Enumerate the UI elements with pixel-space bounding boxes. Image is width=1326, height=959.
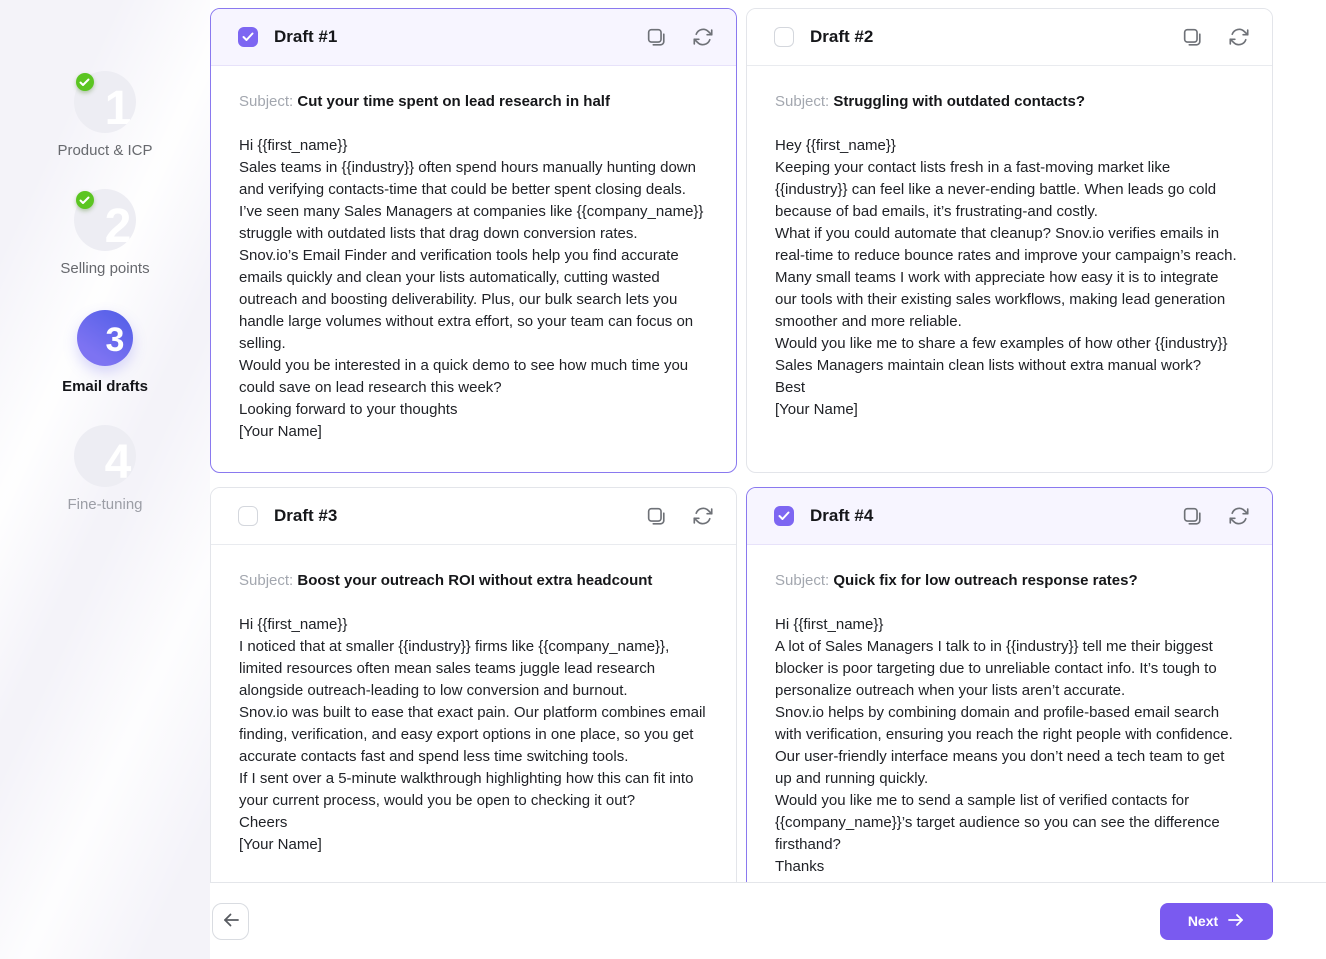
refresh-icon[interactable] [692, 505, 714, 527]
stepper: 1 Product & ICP 2 Selling points 3 [0, 0, 210, 543]
draft-body: Subject: Quick fix for low outreach resp… [747, 545, 1272, 882]
draft-title: Draft #4 [810, 506, 874, 525]
draft-body-text: Hi {{first_name}} A lot of Sales Managers… [775, 614, 1244, 878]
draft-body-line: Snov.io was built to ease that exact pai… [239, 704, 706, 765]
draft-card: Draft #1 Subject: Cut you [210, 8, 737, 473]
draft-subject: Quick fix for low outreach response rate… [833, 572, 1138, 589]
draft-card: Draft #4 Subject: Quick f [746, 487, 1273, 882]
step-number: 2 [104, 200, 132, 251]
draft-body-line: Hi {{first_name}} [239, 137, 348, 154]
arrow-left-icon [222, 912, 240, 931]
draft-body-line: [Your Name] [775, 401, 858, 418]
draft-body-line: Looking forward to your thoughts [239, 401, 458, 418]
step-circle: 1 [73, 71, 136, 133]
draft-card: Draft #3 Subject: Boost y [210, 487, 737, 882]
refresh-icon[interactable] [692, 26, 714, 48]
refresh-icon[interactable] [1228, 505, 1250, 527]
step-label: Email drafts [62, 378, 148, 395]
draft-checkbox[interactable] [774, 27, 794, 47]
main-content: Draft #1 Subject: Cut you [210, 0, 1326, 959]
draft-body-line: Cheers [239, 814, 288, 831]
copy-icon[interactable] [645, 505, 667, 527]
draft-subject: Cut your time spent on lead research in … [297, 93, 610, 110]
step-circle: 3 [77, 310, 133, 366]
draft-card-header: Draft #2 [747, 9, 1272, 66]
draft-body-line: Snov.io’s Email Finder and verification … [239, 247, 694, 352]
draft-body-line: Sales teams in {{industry}} often spend … [239, 159, 704, 242]
copy-icon[interactable] [645, 26, 667, 48]
step-completed-check-icon [75, 73, 94, 91]
draft-body-line: Would you be interested in a quick demo … [239, 357, 689, 396]
draft-body-line: [Your Name] [239, 423, 322, 440]
draft-body-line: Hi {{first_name}} [239, 616, 348, 633]
draft-subject: Struggling with outdated contacts? [833, 93, 1086, 110]
draft-body-line: A lot of Sales Managers I talk to in {{i… [775, 638, 1217, 699]
footer-bar: Next [210, 883, 1326, 959]
draft-body-line: Keeping your contact lists fresh in a fa… [775, 159, 1217, 220]
stepper-step-email-drafts[interactable]: 3 Email drafts [62, 307, 148, 395]
next-button[interactable]: Next [1160, 902, 1273, 940]
draft-body-text: Hey {{first_name}} Keeping your contact l… [775, 135, 1244, 421]
subject-label: Subject: [239, 572, 294, 589]
draft-body-line: If I sent over a 5-minute walkthrough hi… [239, 770, 694, 809]
draft-checkbox[interactable] [238, 27, 258, 47]
draft-card-header: Draft #4 [747, 488, 1272, 545]
subject-label: Subject: [239, 93, 294, 110]
step-completed-check-icon [75, 191, 94, 209]
draft-title: Draft #3 [274, 506, 338, 525]
draft-card-header: Draft #1 [211, 9, 736, 66]
step-number: 3 [105, 321, 125, 359]
refresh-icon[interactable] [1228, 26, 1250, 48]
subject-label: Subject: [775, 572, 830, 589]
draft-body-text: Hi {{first_name}} Sales teams in {{indust… [239, 135, 708, 443]
draft-title: Draft #1 [274, 27, 338, 46]
wizard-sidebar: 1 Product & ICP 2 Selling points 3 [0, 0, 210, 959]
next-button-label: Next [1187, 913, 1219, 929]
draft-body-line: Thanks [775, 858, 825, 875]
step-number: 1 [104, 82, 132, 133]
step-label: Product & ICP [57, 142, 153, 159]
drafts-scroll-area[interactable]: Draft #1 Subject: Cut you [210, 0, 1326, 883]
step-number: 4 [104, 436, 132, 487]
draft-subject: Boost your outreach ROI without extra he… [297, 572, 653, 589]
stepper-step-product-icp[interactable]: 1 Product & ICP [57, 71, 153, 159]
draft-body-line: Would you like me to share a few example… [775, 335, 1228, 374]
draft-body: Subject: Boost your outreach ROI without… [211, 545, 736, 882]
draft-body-line: I noticed that at smaller {{industry}} f… [239, 638, 670, 699]
step-label: Selling points [60, 260, 150, 277]
step-label: Fine-tuning [67, 496, 143, 513]
draft-body-line: Snov.io helps by combining domain and pr… [775, 704, 1233, 787]
draft-body-line: Best [775, 379, 806, 396]
draft-body-line: [Your Name] [239, 836, 322, 853]
draft-title: Draft #2 [810, 27, 874, 46]
draft-card: Draft #2 Subject: Struggl [746, 8, 1273, 473]
copy-icon[interactable] [1181, 505, 1203, 527]
stepper-step-selling-points[interactable]: 2 Selling points [60, 189, 150, 277]
back-button[interactable] [212, 902, 249, 940]
draft-body-line: Hey {{first_name}} [775, 137, 896, 154]
draft-checkbox[interactable] [774, 506, 794, 526]
draft-body-line: Hi {{first_name}} [775, 616, 884, 633]
arrow-right-icon [1227, 913, 1245, 930]
draft-body: Subject: Struggling with outdated contac… [747, 66, 1272, 447]
step-circle: 4 [73, 425, 136, 487]
subject-label: Subject: [775, 93, 830, 110]
draft-body-text: Hi {{first_name}} I noticed that at small… [239, 614, 708, 856]
draft-card-header: Draft #3 [211, 488, 736, 545]
draft-body-line: What if you could automate that cleanup?… [775, 225, 1237, 330]
draft-checkbox[interactable] [238, 506, 258, 526]
stepper-step-fine-tuning[interactable]: 4 Fine-tuning [67, 425, 143, 513]
copy-icon[interactable] [1181, 26, 1203, 48]
draft-body: Subject: Cut your time spent on lead res… [211, 66, 736, 469]
draft-body-line: Would you like me to send a sample list … [775, 792, 1220, 853]
drafts-grid: Draft #1 Subject: Cut you [210, 0, 1326, 882]
